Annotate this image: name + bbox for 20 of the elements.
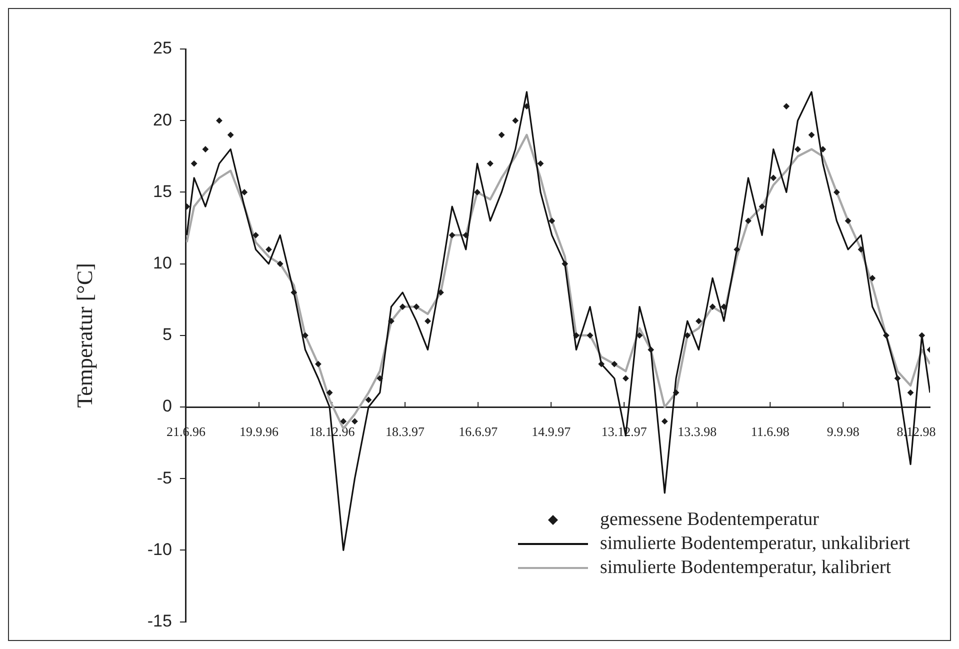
x-tick-label: 16.6.97	[458, 424, 498, 439]
x-tick-label: 11.6.98	[750, 424, 790, 439]
x-tick-label: 14.9.97	[532, 424, 572, 439]
legend-label: simulierte Bodentemperatur, kalibriert	[600, 556, 891, 580]
legend-label: gemessene Bodentemperatur	[600, 508, 819, 532]
y-tick-label: 25	[153, 38, 172, 58]
y-tick-label: 0	[162, 396, 172, 416]
y-axis-title: Temperatur [°C]	[72, 263, 97, 408]
legend-label: simulierte Bodentemperatur, unkalibriert	[600, 532, 910, 556]
y-tick-label: 20	[153, 110, 172, 130]
y-tick-label: -5	[156, 468, 172, 488]
y-tick-label: 5	[162, 325, 172, 344]
x-tick-label: 18.3.97	[386, 424, 426, 439]
x-tick-label: 13.3.98	[678, 424, 717, 439]
y-tick-label: -15	[147, 611, 172, 630]
y-tick-label: 15	[153, 182, 172, 201]
x-tick-label: 9.9.98	[826, 424, 860, 439]
x-tick-label: 19.9.96	[239, 424, 279, 439]
y-tick-label: 10	[153, 253, 172, 272]
y-tick-label: -10	[147, 540, 172, 559]
